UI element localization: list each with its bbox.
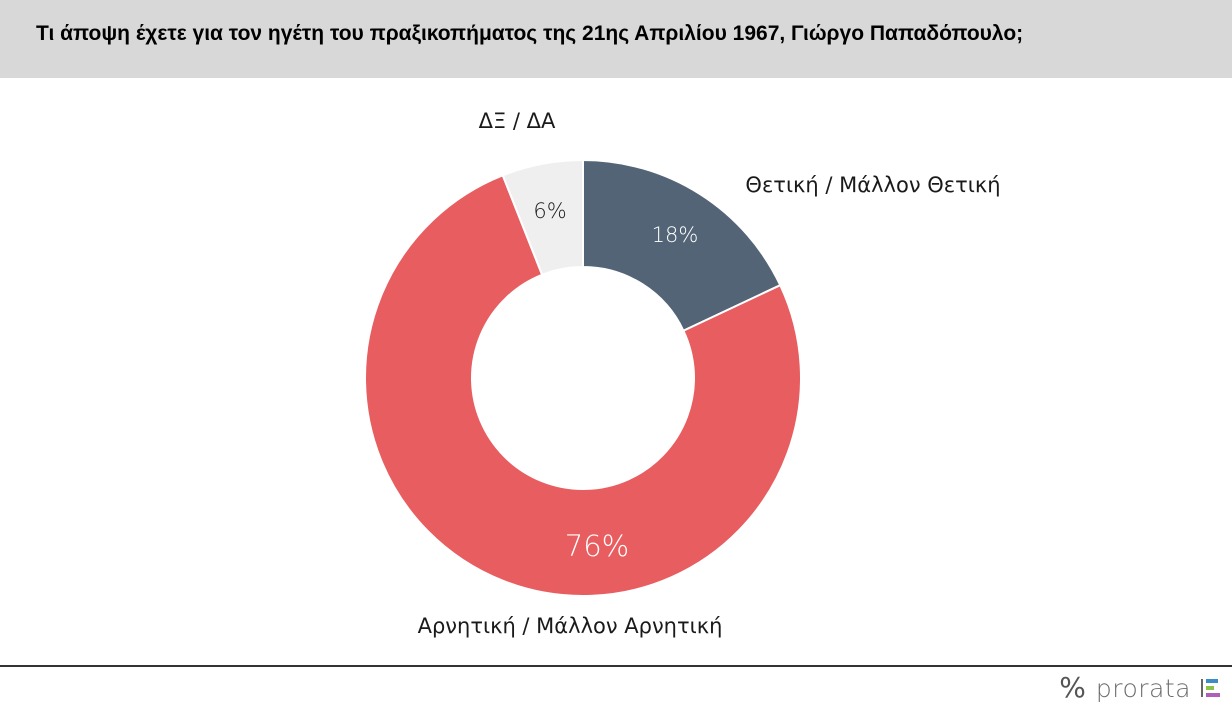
header-bar: Τι άποψη έχετε για τον ηγέτη του πραξικο… <box>0 0 1232 78</box>
footer-divider <box>0 665 1232 667</box>
value-label-negative: 76% <box>565 529 629 563</box>
category-label-negative: Αρνητική / Μάλλον Αρνητική <box>418 614 723 638</box>
slice-positive <box>582 158 782 333</box>
slice-negative <box>364 174 802 597</box>
slice-dk-na <box>501 158 584 277</box>
brand-name: prorata <box>1095 673 1191 703</box>
value-label-positive: 18% <box>652 223 699 247</box>
category-label-dk-na: ΔΞ / ΔΑ <box>479 109 556 133</box>
donut-chart: 18% 76% 6% Θετική / Μάλλον Θετική Αρνητική /… <box>364 109 1001 638</box>
category-label-positive: Θετική / Μάλλον Θετική <box>745 173 1000 197</box>
chart-title: Τι άποψη έχετε για τον ηγέτη του πραξικο… <box>36 22 1024 45</box>
brand-bars-icon <box>1201 679 1220 697</box>
brand-logo: % prorata <box>1059 672 1220 704</box>
value-label-dk-na: 6% <box>533 199 566 223</box>
percent-icon: % <box>1059 671 1086 704</box>
